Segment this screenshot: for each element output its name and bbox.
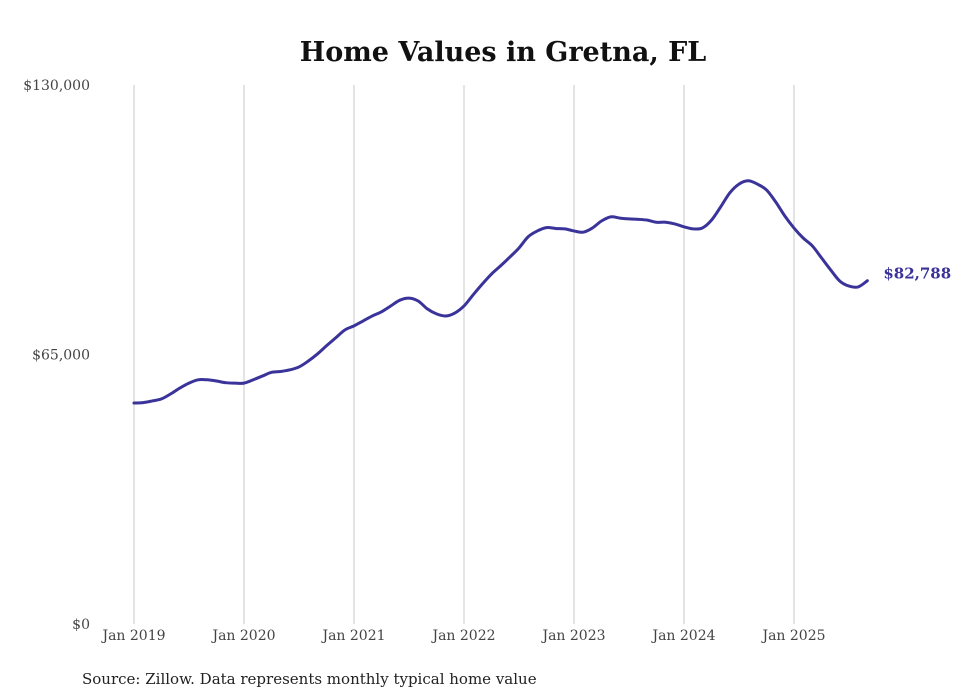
chart-title: Home Values in Gretna, FL	[300, 37, 707, 68]
x-tick-label: Jan 2023	[540, 628, 605, 644]
x-tick-label: Jan 2025	[760, 628, 825, 644]
series-line	[132, 179, 869, 405]
x-tick-label: Jan 2022	[430, 628, 495, 644]
x-tick-label: Jan 2021	[320, 628, 385, 644]
x-tick-label: Jan 2019	[100, 628, 165, 644]
y-tick-label: $0	[72, 617, 90, 633]
x-tick-label: Jan 2024	[650, 628, 715, 644]
source-note: Source: Zillow. Data represents monthly …	[82, 670, 537, 688]
last-value-label: $82,788	[883, 265, 951, 283]
x-tick-label: Jan 2020	[210, 628, 275, 644]
y-tick-label: $65,000	[32, 348, 90, 364]
y-tick-label: $130,000	[23, 78, 90, 94]
